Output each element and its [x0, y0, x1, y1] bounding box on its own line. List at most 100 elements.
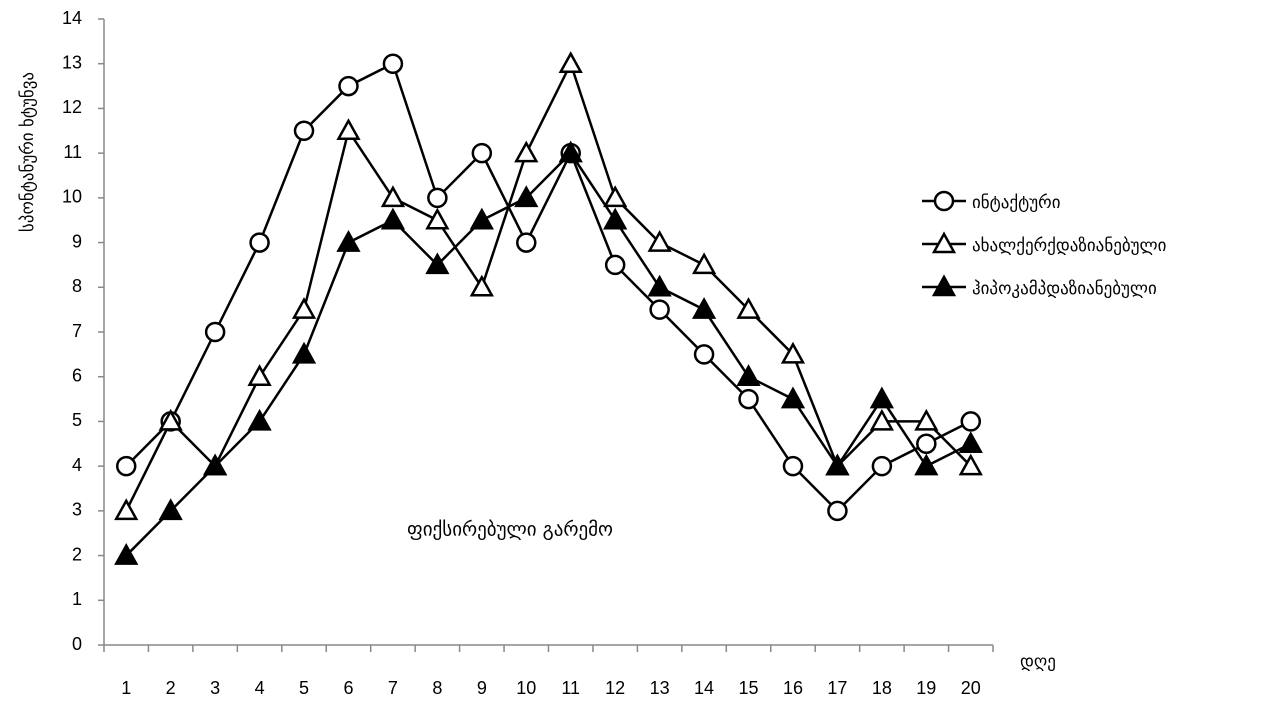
y-tick-label: 5	[72, 410, 82, 430]
data-point	[469, 207, 494, 230]
x-tick-label: 18	[872, 678, 892, 698]
data-point	[825, 453, 850, 476]
x-axis-label: დღე	[1020, 652, 1056, 672]
data-point	[291, 297, 317, 319]
annotation: ფიქსირებული გარემო	[407, 519, 613, 541]
x-tick-label: 2	[166, 678, 176, 698]
data-point	[471, 142, 493, 164]
data-point	[158, 408, 183, 431]
x-tick-label: 20	[961, 678, 981, 698]
data-point	[115, 455, 137, 477]
data-point	[249, 232, 270, 253]
y-tick-label: 10	[62, 187, 82, 207]
y-tick-label: 0	[72, 634, 82, 654]
data-point	[425, 252, 450, 275]
data-point	[693, 344, 715, 365]
legend-label: ჰიპოკამპდაზიანებული	[972, 279, 1157, 299]
data-point	[469, 274, 494, 297]
legend-marker	[931, 274, 957, 297]
x-tick-label: 6	[343, 678, 353, 698]
data-point	[114, 542, 139, 565]
data-point	[871, 455, 893, 477]
y-tick-label: 7	[72, 321, 82, 341]
data-point	[916, 433, 937, 455]
data-point	[691, 252, 717, 275]
x-tick-label: 8	[432, 678, 442, 698]
data-point	[691, 297, 717, 319]
data-point	[247, 408, 272, 431]
data-point	[914, 408, 939, 431]
series-line	[125, 60, 972, 512]
data-point	[158, 498, 183, 521]
data-point	[782, 455, 804, 477]
data-point	[780, 341, 806, 364]
data-point	[869, 386, 894, 409]
y-tick-label: 11	[63, 142, 82, 162]
y-tick-label: 1	[72, 589, 82, 609]
data-point	[736, 297, 761, 319]
series-line	[125, 61, 972, 513]
x-tick-label: 14	[694, 678, 714, 698]
y-tick-label: 9	[72, 231, 82, 251]
data-point	[558, 51, 583, 73]
x-tick-label: 15	[739, 678, 759, 698]
x-tick-label: 7	[388, 678, 398, 698]
data-point	[336, 118, 361, 141]
legend-marker	[931, 231, 957, 254]
data-point	[869, 408, 894, 431]
series-line	[125, 151, 972, 557]
y-tick-label: 3	[72, 500, 82, 520]
y-tick-label: 8	[72, 276, 82, 296]
y-tick-label: 6	[72, 365, 82, 385]
x-tick-label: 13	[650, 678, 670, 698]
x-tick-label: 10	[516, 678, 536, 698]
data-point	[247, 364, 272, 386]
y-tick-label: 12	[62, 97, 82, 117]
data-point	[603, 207, 628, 230]
data-point	[827, 500, 848, 522]
data-point	[514, 140, 539, 163]
data-point	[203, 453, 228, 476]
data-point	[380, 185, 406, 208]
y-tick-label: 4	[72, 455, 82, 475]
data-point	[780, 386, 806, 409]
x-tick-label: 5	[299, 678, 309, 698]
data-point	[603, 185, 628, 208]
data-point	[338, 75, 359, 97]
y-tick-label: 13	[62, 52, 82, 72]
x-tick-label: 3	[210, 678, 220, 698]
data-point	[114, 498, 139, 521]
data-point	[380, 207, 406, 230]
data-point	[516, 232, 537, 253]
data-point	[958, 453, 983, 476]
data-point	[291, 341, 317, 364]
data-point	[958, 431, 983, 454]
data-point	[649, 299, 670, 320]
x-tick-label: 1	[121, 678, 131, 698]
legend-label: ახალქერქდაზიანებული	[972, 236, 1166, 256]
y-tick-label: 2	[72, 544, 82, 564]
data-point	[293, 120, 315, 142]
x-tick-label: 12	[605, 678, 625, 698]
data-point	[738, 388, 759, 410]
x-tick-label: 9	[477, 678, 487, 698]
data-point	[427, 187, 448, 209]
legend-label: ინტაქტური	[972, 193, 1061, 213]
data-point	[514, 185, 539, 208]
data-point	[736, 364, 761, 386]
x-tick-label: 16	[783, 678, 803, 698]
x-tick-label: 19	[916, 678, 936, 698]
data-point	[647, 229, 672, 252]
legend-marker	[933, 190, 955, 212]
data-point	[204, 321, 226, 343]
data-point	[382, 53, 404, 74]
x-tick-label: 11	[561, 678, 580, 698]
y-axis-label: სპონტანური ხტუნვა	[18, 72, 38, 232]
data-point	[960, 411, 982, 432]
data-point	[336, 229, 361, 252]
x-tick-label: 4	[255, 678, 265, 698]
x-tick-label: 17	[827, 678, 847, 698]
y-tick-label: 14	[62, 8, 82, 28]
data-point	[647, 274, 672, 297]
